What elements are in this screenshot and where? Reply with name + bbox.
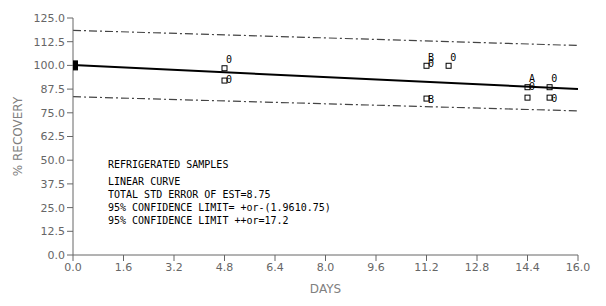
svg-text:16.0: 16.0 [566,261,591,274]
svg-text:50.0: 50.0 [41,154,66,167]
svg-text:0: 0 [551,73,557,84]
svg-text:12.5: 12.5 [41,225,66,238]
svg-text:0.0: 0.0 [48,249,66,262]
svg-text:1.6: 1.6 [115,261,133,274]
svg-text:0: 0 [226,54,232,65]
svg-text:14.4: 14.4 [515,261,540,274]
html-text:TOTAL STD ERROR OF EST=8.75: TOTAL STD ERROR OF EST=8.75 [108,189,271,200]
html-text:LINEAR CURVE: LINEAR CURVE [108,176,181,187]
svg-text:62.5: 62.5 [41,130,66,143]
svg-text:0: 0 [428,58,434,69]
svg-text:9.6: 9.6 [367,261,385,274]
svg-text:0.0: 0.0 [64,261,82,274]
svg-text:100.0: 100.0 [34,59,66,72]
html-text:95% CONFIDENCE LIMIT ++or=17.2: 95% CONFIDENCE LIMIT ++or=17.2 [108,215,289,226]
svg-text:11.2: 11.2 [414,261,439,274]
html-text:REFRIGERATED SAMPLES: REFRIGERATED SAMPLES [108,159,229,170]
svg-text:3.2: 3.2 [165,261,183,274]
svg-text:37.5: 37.5 [41,178,66,191]
svg-text:12.8: 12.8 [465,261,490,274]
svg-text:4.8: 4.8 [216,261,234,274]
svg-text:0: 0 [450,52,456,63]
svg-text:0: 0 [529,81,535,92]
svg-text:B: B [428,51,435,63]
svg-text:112.5: 112.5 [34,36,66,49]
html-text:95% CONFIDENCE LIMIT= +or-(1.9: 95% CONFIDENCE LIMIT= +or-(1.9610.75) [108,202,331,213]
svg-text:DAYS: DAYS [310,282,341,296]
svg-text:125.0: 125.0 [34,12,66,25]
svg-text:75.0: 75.0 [41,107,66,120]
svg-text:8.0: 8.0 [317,261,335,274]
svg-text:B: B [428,94,434,105]
svg-text:6.4: 6.4 [266,261,284,274]
svg-text:87.5: 87.5 [41,83,66,96]
svg-text:0: 0 [226,74,232,85]
svg-text:0: 0 [551,93,557,104]
svg-text:% RECOVERY: % RECOVERY [11,96,25,176]
svg-text:A: A [529,73,536,85]
svg-text:25.0: 25.0 [41,202,66,215]
